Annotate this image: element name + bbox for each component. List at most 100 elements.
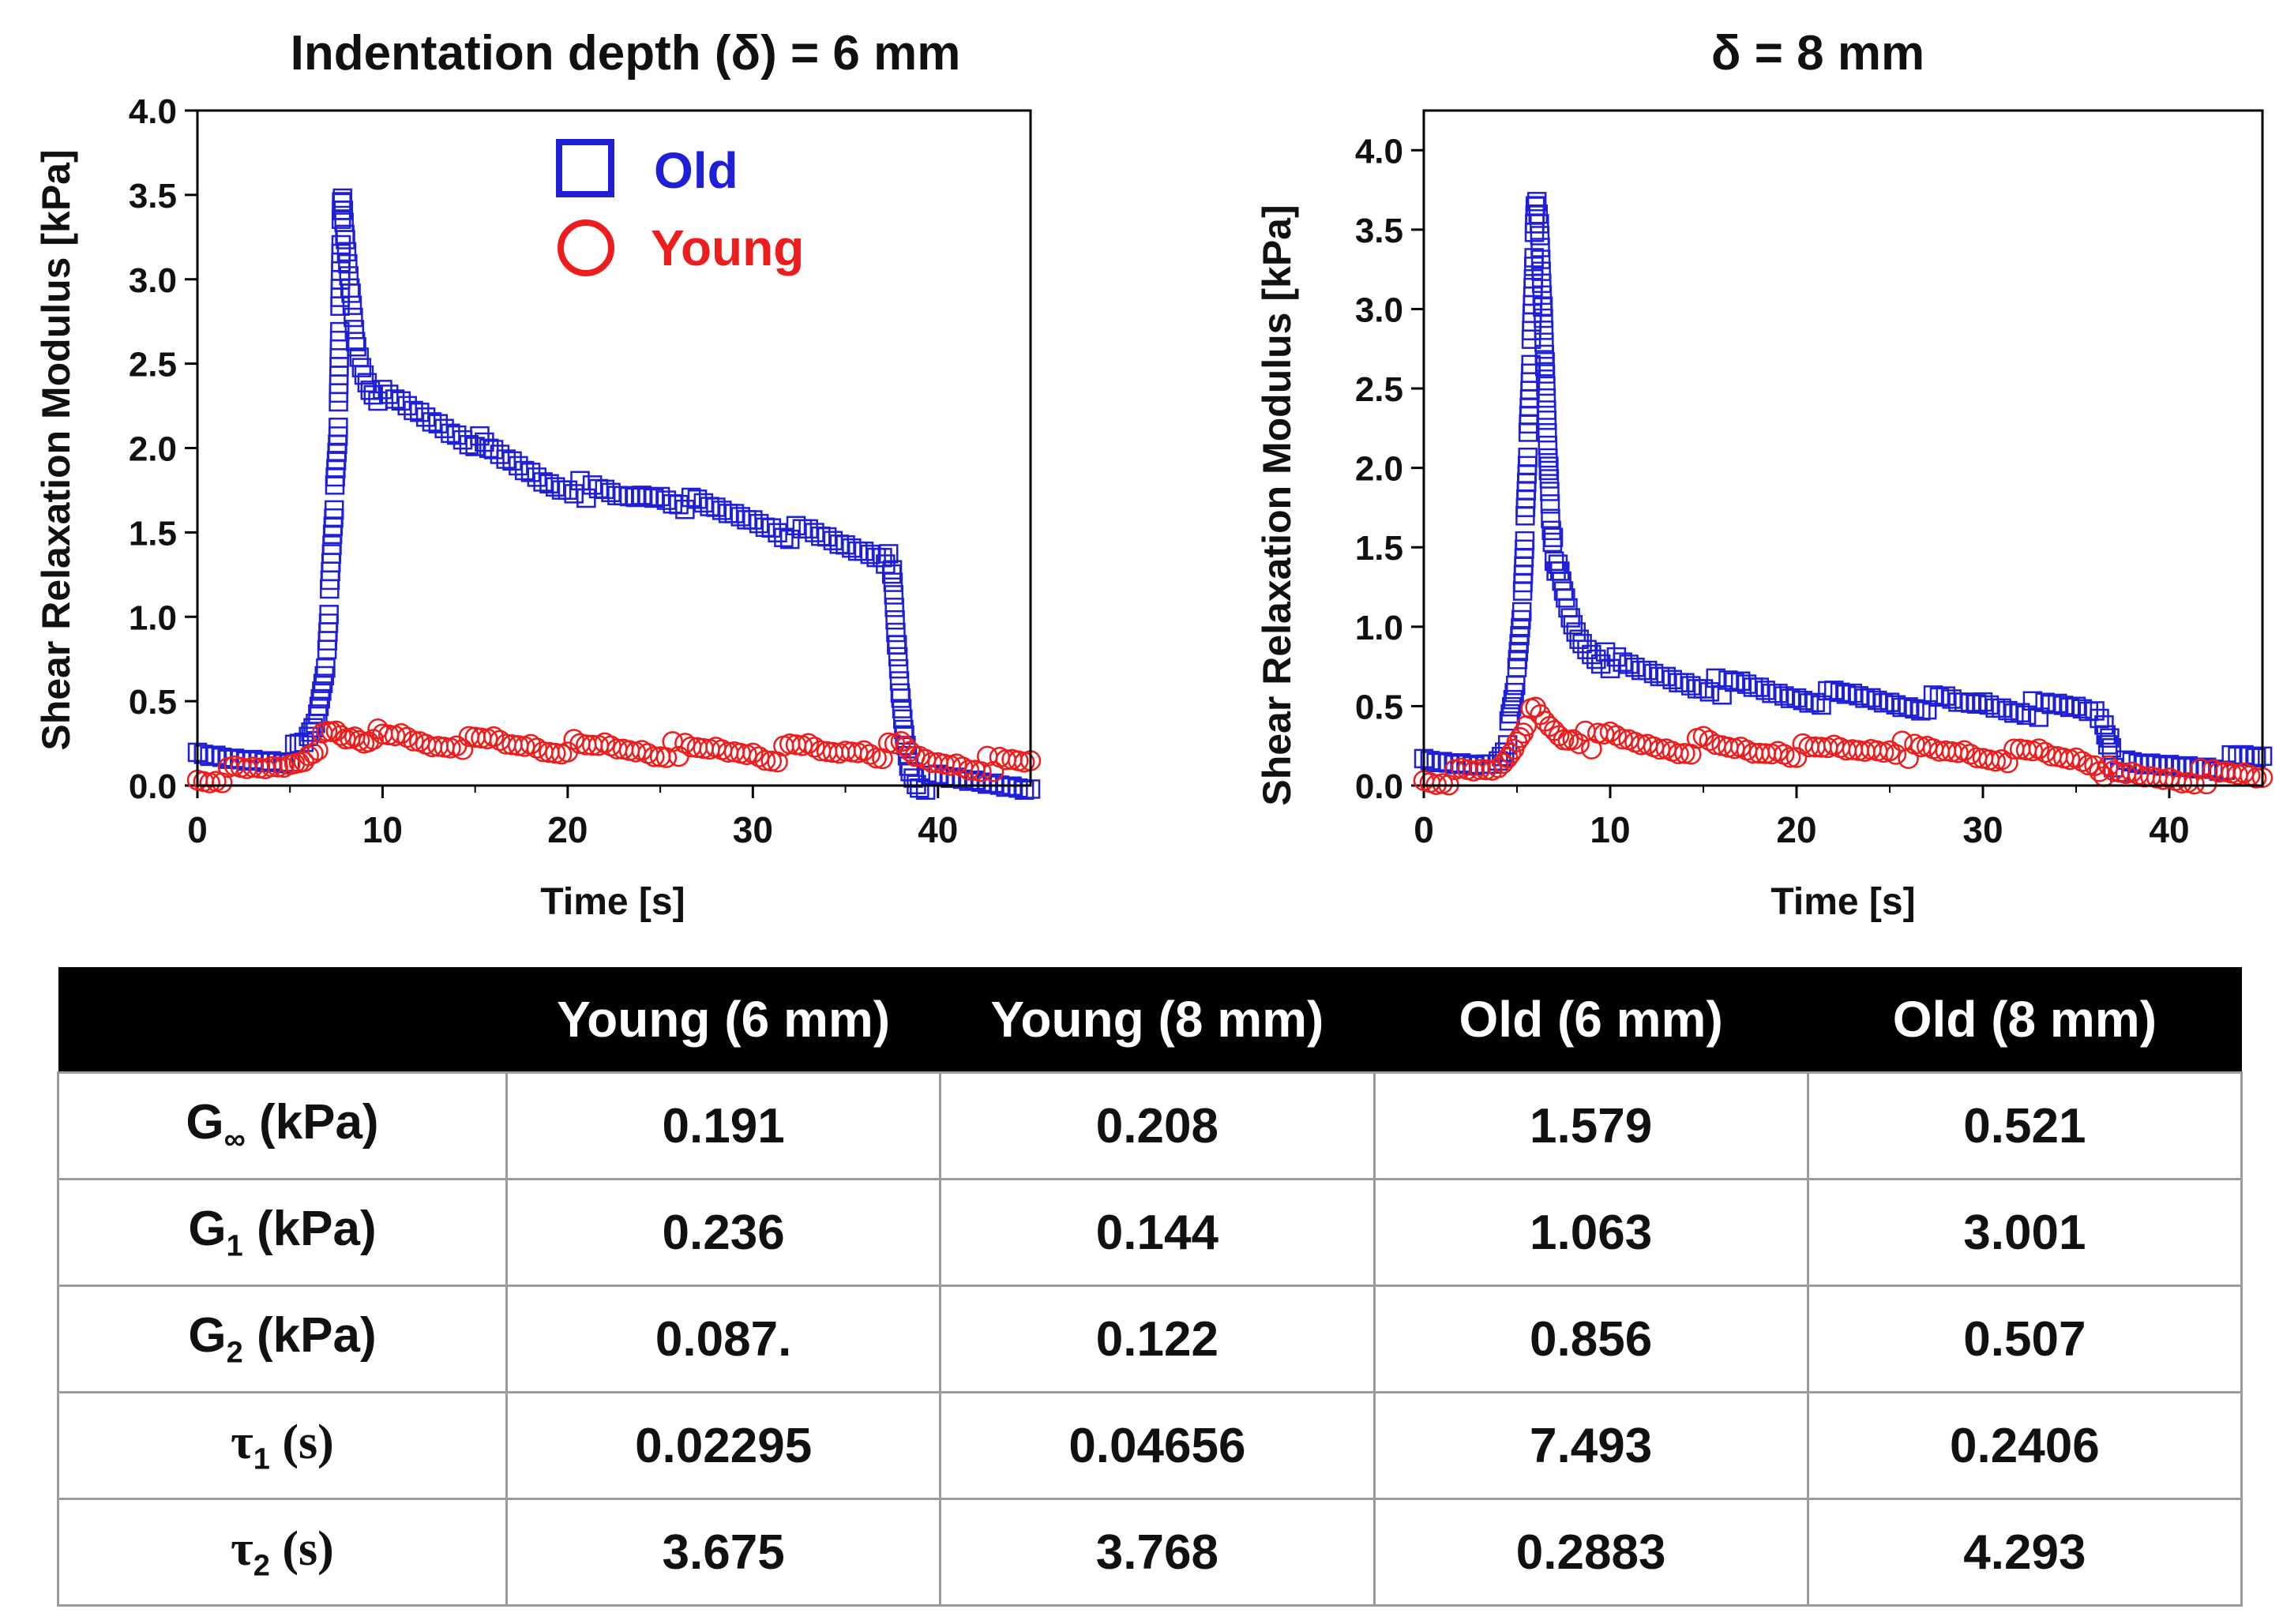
y-tick-label: 2.5 bbox=[129, 346, 177, 384]
data-point-old bbox=[1500, 703, 1520, 724]
data-point-old bbox=[910, 778, 929, 798]
y-tick-label: 0.0 bbox=[1355, 767, 1403, 806]
data-point-old bbox=[2178, 756, 2198, 776]
data-point-old bbox=[509, 456, 528, 476]
data-point-old bbox=[379, 384, 399, 404]
data-point-old bbox=[835, 534, 855, 555]
data-point-young bbox=[2245, 767, 2267, 789]
data-point-old bbox=[1805, 692, 1825, 713]
data-point-old bbox=[1768, 684, 1788, 703]
x-tick-label: 0 bbox=[187, 809, 208, 850]
data-point-old bbox=[1786, 688, 1807, 708]
data-point-young bbox=[483, 726, 505, 748]
data-point-old bbox=[582, 475, 603, 495]
data-point-old bbox=[1542, 532, 1563, 553]
parameter-symbol: τ bbox=[231, 1522, 253, 1577]
data-point-old bbox=[1842, 683, 1863, 703]
data-point-old bbox=[385, 389, 405, 409]
table-cell: 1.579 bbox=[1372, 1071, 1809, 1180]
data-point-old bbox=[2097, 735, 2118, 755]
data-point-old bbox=[1503, 689, 1523, 710]
data-point-young bbox=[866, 747, 887, 769]
data-point-old bbox=[1534, 321, 1554, 340]
data-point-old bbox=[884, 585, 904, 605]
points bbox=[1413, 192, 2274, 796]
data-point-old bbox=[1966, 694, 1987, 714]
data-point-old bbox=[693, 493, 714, 513]
data-point-old bbox=[1898, 697, 1918, 717]
y-axis-label: Shear Relaxation Modulus [kPa] bbox=[1255, 204, 1299, 805]
y-tick-label: 0.5 bbox=[129, 683, 177, 722]
data-point-old bbox=[1502, 696, 1522, 717]
data-point-old bbox=[1992, 698, 2011, 718]
parameter-subscript: 2 bbox=[253, 1549, 270, 1583]
data-point-old bbox=[1543, 527, 1564, 547]
data-point-old bbox=[347, 337, 366, 357]
data-point-old bbox=[255, 752, 276, 772]
data-point-old bbox=[1606, 647, 1627, 667]
data-point-old bbox=[1524, 248, 1544, 268]
data-point-old bbox=[1793, 691, 1813, 711]
data-point-old bbox=[915, 780, 936, 800]
data-point-old bbox=[308, 704, 328, 724]
data-point-old bbox=[1812, 695, 1831, 715]
data-point-young bbox=[1509, 726, 1531, 748]
table-row: τ2 (s) 3.675 3.768 0.2883 4.293 bbox=[57, 1498, 2244, 1607]
data-point-old bbox=[496, 449, 516, 469]
x-tick-label: 10 bbox=[362, 809, 403, 850]
data-point-old bbox=[1619, 654, 1639, 674]
data-point-old bbox=[892, 709, 913, 729]
data-point-young bbox=[1885, 744, 1907, 765]
data-point-old bbox=[749, 513, 769, 534]
data-point-old bbox=[817, 527, 837, 547]
data-point-old bbox=[1662, 669, 1682, 690]
data-point-old bbox=[842, 538, 862, 558]
legend-young-label: Young bbox=[651, 219, 804, 276]
data-point-old bbox=[193, 744, 214, 764]
ticks: 0 10 20 30 40 0.0 0.5 1.0 1.5 2.0 2.5 3.0 3.5 4.0 bbox=[1355, 132, 2190, 850]
data-point-old bbox=[422, 412, 442, 432]
data-point-old bbox=[1420, 751, 1440, 771]
plot-frame bbox=[196, 109, 1032, 787]
data-point-old bbox=[1823, 681, 1844, 700]
data-point-young bbox=[2098, 755, 2120, 777]
data-point-old bbox=[1774, 686, 1794, 706]
figure: Indentation depth (δ) = 6 mm Shear Relax… bbox=[34, 26, 2274, 923]
x-tick-label: 40 bbox=[2149, 809, 2189, 850]
data-point-old bbox=[971, 772, 991, 792]
table-cell: 1.063 bbox=[1372, 1178, 1809, 1287]
data-point-old bbox=[632, 486, 651, 505]
data-point-young bbox=[1699, 729, 1721, 752]
data-point-old bbox=[1656, 666, 1677, 687]
data-point-old bbox=[2022, 691, 2043, 711]
data-point-old bbox=[310, 688, 330, 709]
data-point-old bbox=[706, 497, 726, 517]
data-point-young bbox=[396, 726, 418, 748]
legend-old-marker bbox=[556, 139, 614, 197]
data-point-old bbox=[434, 418, 454, 438]
data-point-old bbox=[1540, 482, 1560, 501]
x-axis-label: Time [s] bbox=[540, 881, 685, 923]
data-point-old bbox=[514, 460, 535, 481]
y-tick-label: 2.5 bbox=[1355, 370, 1403, 409]
data-point-old bbox=[1942, 689, 1962, 709]
data-point-old bbox=[341, 283, 361, 303]
table-cell: 0.2406 bbox=[1806, 1391, 2244, 1500]
header-cell: Old (6 mm) bbox=[1374, 967, 1808, 1073]
data-point-old bbox=[2100, 728, 2120, 748]
ticks: 0 10 20 30 40 0.0 0.5 1.0 1.5 2.0 2.5 3.0 3.5 4.0 bbox=[129, 92, 959, 850]
data-point-old bbox=[314, 666, 335, 686]
data-point-old bbox=[700, 497, 719, 516]
data-point-old bbox=[619, 486, 640, 507]
data-point-young bbox=[644, 746, 665, 767]
chart-title: Indentation depth (δ) = 6 mm bbox=[291, 26, 961, 81]
data-point-old bbox=[2029, 707, 2049, 727]
data-point-old bbox=[316, 658, 336, 678]
parameter-unit: (kPa) bbox=[245, 1095, 379, 1150]
y-tick-label: 4.0 bbox=[1355, 132, 1403, 171]
data-point-young bbox=[1785, 747, 1808, 768]
data-point-young bbox=[742, 742, 764, 764]
data-point-old bbox=[329, 418, 348, 437]
data-point-old bbox=[886, 622, 906, 643]
data-point-old bbox=[1511, 602, 1532, 622]
